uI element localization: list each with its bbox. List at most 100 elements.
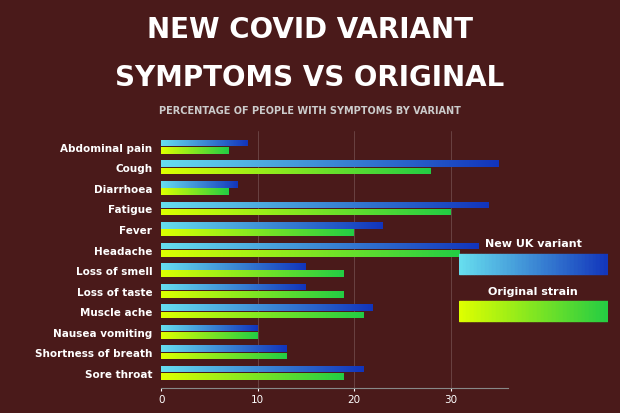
Bar <box>382 202 383 209</box>
Bar <box>356 304 357 311</box>
Bar <box>249 373 250 380</box>
Bar <box>412 250 414 257</box>
Bar <box>170 271 171 278</box>
Bar <box>259 230 260 236</box>
Bar <box>194 271 195 278</box>
Bar <box>164 366 165 373</box>
Bar <box>174 284 175 290</box>
Bar <box>303 169 304 175</box>
Bar <box>276 366 277 373</box>
Bar <box>292 202 293 209</box>
Bar <box>312 366 313 373</box>
Bar <box>363 202 364 209</box>
Bar <box>225 263 226 270</box>
Bar <box>339 271 340 278</box>
Bar <box>256 345 257 352</box>
Bar <box>287 223 288 229</box>
Bar <box>193 284 194 290</box>
Bar <box>371 250 372 257</box>
Bar <box>167 366 168 373</box>
Bar <box>191 140 192 147</box>
Bar <box>410 209 411 216</box>
Bar <box>373 243 374 249</box>
Bar <box>195 230 196 236</box>
Bar <box>178 202 179 209</box>
Bar <box>402 161 403 168</box>
Bar <box>425 250 426 257</box>
Bar <box>419 202 420 209</box>
Bar <box>472 161 473 168</box>
Bar <box>213 263 214 270</box>
Bar <box>237 223 238 229</box>
Bar <box>359 312 360 318</box>
Bar <box>296 243 297 249</box>
Bar <box>336 169 337 175</box>
Bar <box>239 161 240 168</box>
Bar <box>474 161 475 168</box>
Bar <box>223 312 224 318</box>
Bar <box>470 161 471 168</box>
Bar <box>362 223 363 229</box>
Bar <box>270 250 271 257</box>
Bar <box>280 263 281 270</box>
Bar <box>169 250 171 257</box>
Bar <box>434 250 435 257</box>
Bar <box>438 243 439 249</box>
Bar <box>585 301 589 321</box>
Bar <box>327 202 328 209</box>
Bar <box>192 202 193 209</box>
Bar <box>185 291 186 298</box>
Bar <box>208 209 209 216</box>
Bar <box>243 345 244 352</box>
Bar <box>289 366 290 373</box>
Bar <box>321 230 322 236</box>
Bar <box>271 312 272 318</box>
Bar <box>209 366 210 373</box>
Bar <box>236 250 237 257</box>
Bar <box>195 161 196 168</box>
Bar <box>251 304 252 311</box>
Bar <box>281 223 282 229</box>
Bar <box>252 169 253 175</box>
Bar <box>341 223 342 229</box>
Bar <box>367 161 368 168</box>
Bar <box>193 148 194 154</box>
Bar <box>288 284 289 290</box>
Bar <box>170 182 171 188</box>
Bar <box>224 250 225 257</box>
Bar <box>247 140 248 147</box>
Bar <box>205 271 206 278</box>
Bar <box>321 202 322 209</box>
Bar <box>225 325 226 332</box>
Bar <box>319 373 320 380</box>
Bar <box>264 230 265 236</box>
Bar <box>429 169 430 175</box>
Bar <box>177 271 178 278</box>
Bar <box>170 325 171 332</box>
Bar <box>203 353 204 359</box>
Bar <box>191 332 192 339</box>
Bar <box>182 291 183 298</box>
Bar <box>198 284 199 290</box>
Bar <box>209 332 210 339</box>
Bar <box>239 373 240 380</box>
Bar <box>300 366 301 373</box>
Bar <box>282 284 283 290</box>
Bar <box>354 202 355 209</box>
Bar <box>382 223 383 229</box>
Bar <box>258 243 259 249</box>
Bar <box>216 263 217 270</box>
Bar <box>445 250 446 257</box>
Bar <box>347 169 348 175</box>
Bar <box>315 202 316 209</box>
Bar <box>306 366 307 373</box>
Bar <box>193 373 194 380</box>
Bar <box>238 312 239 318</box>
Bar <box>360 209 361 216</box>
Bar <box>168 345 169 352</box>
Bar <box>552 301 556 321</box>
Bar <box>267 353 268 359</box>
Bar <box>515 301 518 321</box>
Bar <box>237 353 238 359</box>
Bar <box>351 223 352 229</box>
